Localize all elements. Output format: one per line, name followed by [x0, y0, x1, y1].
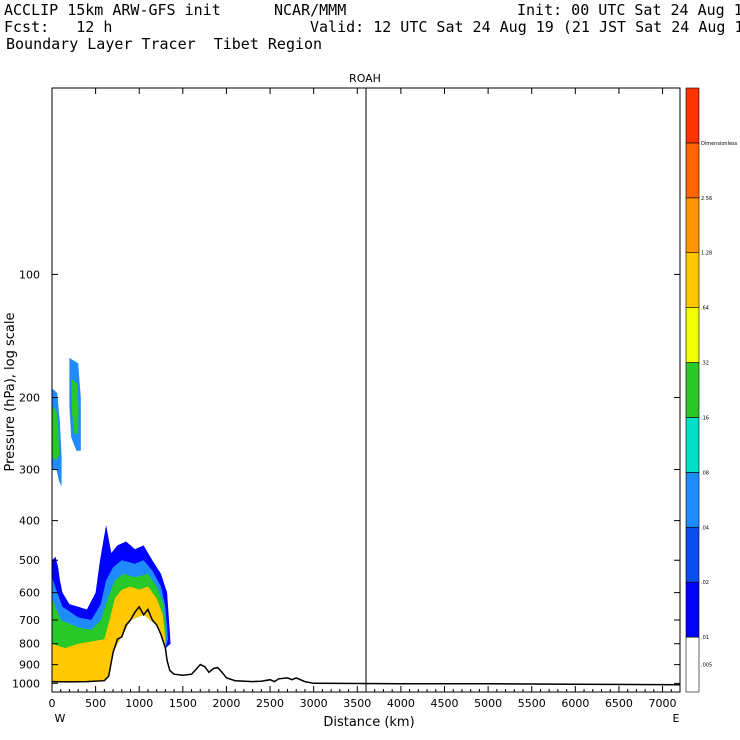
x-axis-title: Distance (km)	[323, 715, 414, 730]
header-line2-right: Valid: 12 UTC Sat 24 Aug 19 (21 JST Sat …	[310, 18, 740, 36]
x-end-label-west: W	[55, 712, 66, 725]
x-tick-label-14: 7000	[649, 697, 677, 710]
y-tick-label-4: 500	[19, 554, 40, 567]
tracer-region-7	[71, 378, 79, 434]
colorbar-label-6: .32	[701, 361, 709, 367]
colorbar-label-10: Dimensionless	[701, 141, 738, 147]
y-tick-label-3: 400	[19, 515, 40, 528]
x-tick-label-3: 1500	[169, 697, 197, 710]
colorbar-swatch-9	[685, 142, 700, 199]
x-tick-label-10: 5000	[474, 697, 502, 710]
colorbar-label-0: .005	[701, 663, 712, 669]
x-tick-label-2: 1000	[125, 697, 153, 710]
y-tick-label-0: 100	[19, 268, 40, 281]
tracer-region-5	[52, 406, 59, 461]
colorbar-swatch-7	[685, 252, 700, 308]
x-tick-label-0: 0	[49, 697, 56, 710]
colorbar-swatch-6	[685, 307, 700, 363]
colorbar-label-3: .04	[701, 525, 709, 531]
colorbar-swatch-3	[685, 472, 700, 528]
header-line1-left: ACCLIP 15km ARW-GFS init	[4, 1, 221, 19]
terrain-line	[51, 605, 681, 686]
y-tick-label-7: 800	[19, 638, 40, 651]
colorbar-swatch-4	[685, 417, 700, 473]
y-tick-label-6: 700	[19, 614, 40, 627]
colorbar: .005 .01 .02 .04 .08 .16 .32 .64 1.28 2.56 Dimensi…	[685, 87, 738, 693]
colorbar-swatch-2	[685, 526, 700, 583]
y-tick-label-9: 1000	[12, 677, 40, 690]
x-tick-label-13: 6500	[605, 697, 633, 710]
colorbar-label-9: 2.56	[701, 196, 712, 202]
y-tick-label-2: 300	[19, 464, 40, 477]
header-line1-mid: NCAR/MMM	[274, 1, 347, 19]
y-tick-label-5: 600	[19, 587, 40, 600]
header-line1-right: Init: 00 UTC Sat 24 Aug 19	[517, 1, 740, 19]
x-tick-label-6: 3000	[300, 697, 328, 710]
y-tick-label-1: 200	[19, 392, 40, 405]
x-tick-label-7: 3500	[343, 697, 371, 710]
terrain-layer	[51, 605, 681, 686]
colorbar-label-5: .16	[701, 415, 709, 421]
colorbar-label-8: 1.28	[701, 251, 712, 257]
chart-title: ROAH	[349, 72, 381, 85]
x-tick-label-1: 500	[85, 697, 106, 710]
x-tick-label-5: 2500	[256, 697, 284, 710]
colorbar-swatch-0	[685, 636, 700, 693]
colorbar-swatch-5	[685, 362, 700, 418]
colorbar-swatch-10	[685, 87, 700, 144]
axis-ticks: 0 500 1000 1500 2000 2500 3000 3500 4000 4500 5000…	[12, 88, 680, 725]
header-line2-left: Fcst: 12 h	[4, 18, 113, 36]
x-tick-label-11: 5500	[518, 697, 546, 710]
x-tick-label-9: 4500	[431, 697, 459, 710]
colorbar-label-1: .01	[701, 635, 709, 641]
colorbar-swatch-1	[685, 581, 700, 638]
colorbar-swatch-8	[685, 197, 700, 254]
y-axis-title: Pressure (hPa), log scale	[3, 313, 18, 472]
colorbar-label-4: .08	[701, 470, 709, 476]
colorbar-label-7: .64	[701, 306, 709, 312]
x-tick-label-4: 2000	[212, 697, 240, 710]
header-line3-left: Boundary Layer Tracer Tibet Region	[6, 35, 323, 53]
x-tick-label-8: 4000	[387, 697, 415, 710]
y-tick-label-8: 900	[19, 659, 40, 672]
colorbar-label-2: .02	[701, 580, 709, 586]
tracer-fill-layer	[52, 357, 171, 683]
x-end-label-east: E	[673, 712, 680, 725]
x-tick-label-12: 6000	[561, 697, 589, 710]
